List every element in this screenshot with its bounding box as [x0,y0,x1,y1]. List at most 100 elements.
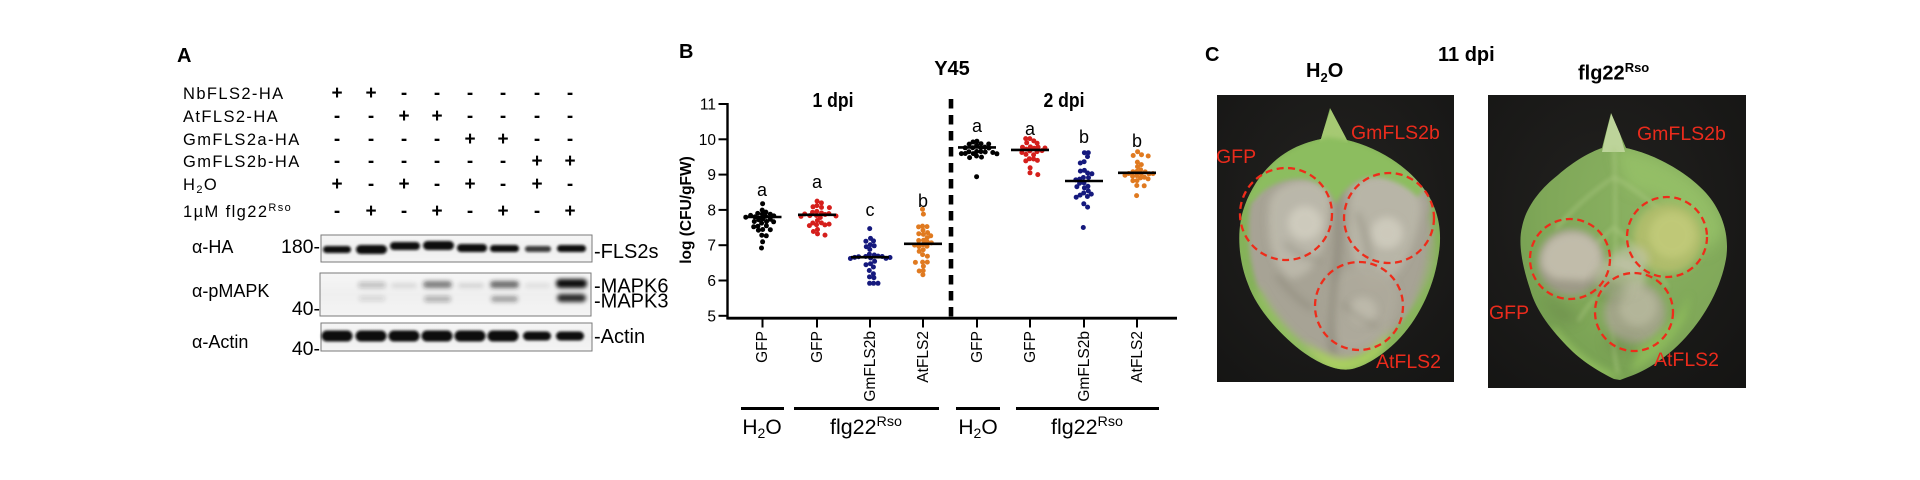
svg-text:b: b [918,191,928,211]
svg-text:AtFLS2: AtFLS2 [1129,331,1146,383]
svg-text:-FLS2s: -FLS2s [594,241,658,263]
svg-text:+: + [564,201,575,222]
svg-text:-Actin: -Actin [594,326,645,348]
svg-text:1 dpi: 1 dpi [813,90,854,112]
svg-text:-: - [334,151,340,172]
svg-text:-: - [534,83,540,104]
svg-text:-: - [500,106,506,127]
svg-text:-: - [534,106,540,127]
svg-text:A: A [177,45,191,67]
svg-text:+: + [398,174,409,195]
svg-text:-: - [401,83,407,104]
svg-text:log (CFU/gFW): log (CFU/gFW) [678,156,695,264]
svg-text:-: - [434,174,440,195]
svg-text:8: 8 [707,202,716,219]
svg-text:+: + [497,129,508,150]
svg-text:-: - [567,129,573,150]
svg-text:H2O: H2O [958,416,997,441]
svg-text:Y45: Y45 [934,58,970,80]
svg-text:flg22Rso: flg22Rso [830,413,902,439]
svg-text:+: + [497,201,508,222]
svg-text:GmFLS2a-HA: GmFLS2a-HA [183,131,301,149]
svg-text:-: - [401,129,407,150]
svg-text:-: - [534,201,540,222]
svg-text:-: - [567,106,573,127]
svg-text:180-: 180- [281,236,320,258]
svg-text:-: - [567,83,573,104]
svg-text:-: - [368,106,374,127]
svg-text:7: 7 [707,238,716,255]
svg-text:+: + [531,174,542,195]
svg-text:α-HA: α-HA [192,237,233,257]
svg-text:GmFLS2b: GmFLS2b [862,331,879,402]
svg-text:+: + [531,151,542,172]
svg-text:6: 6 [707,273,716,290]
svg-text:-: - [334,129,340,150]
svg-text:H2O: H2O [742,416,781,441]
svg-text:-: - [368,151,374,172]
svg-text:1µM flg22Rso: 1µM flg22Rso [183,202,292,221]
svg-text:GmFLS2b: GmFLS2b [1076,331,1093,402]
svg-text:c: c [866,200,875,220]
svg-text:9: 9 [707,167,716,184]
svg-text:40-: 40- [292,338,320,360]
svg-text:GmFLS2b: GmFLS2b [1637,123,1726,145]
svg-text:-: - [467,151,473,172]
svg-text:+: + [398,106,409,127]
svg-text:GmFLS2b-HA: GmFLS2b-HA [183,153,301,171]
svg-text:-: - [434,83,440,104]
svg-text:α-pMAPK: α-pMAPK [192,281,269,301]
svg-text:-: - [368,174,374,195]
svg-text:+: + [464,129,475,150]
svg-text:GFP: GFP [1489,302,1529,324]
svg-text:a: a [812,172,823,192]
svg-text:a: a [972,116,983,136]
svg-text:flg22Rso: flg22Rso [1051,413,1123,439]
svg-text:5: 5 [707,308,716,325]
svg-text:b: b [1132,131,1142,151]
svg-text:AtFLS2-HA: AtFLS2-HA [183,108,279,126]
svg-text:+: + [564,151,575,172]
svg-text:+: + [365,201,376,222]
svg-text:2 dpi: 2 dpi [1044,90,1085,112]
svg-text:-: - [434,151,440,172]
svg-text:GFP: GFP [809,331,826,363]
svg-text:a: a [757,180,768,200]
svg-text:-: - [368,129,374,150]
svg-text:-: - [467,83,473,104]
svg-text:-: - [434,129,440,150]
svg-text:α-Actin: α-Actin [192,332,248,352]
svg-text:+: + [331,83,342,104]
svg-text:GFP: GFP [1022,331,1039,363]
svg-text:-: - [534,129,540,150]
svg-text:+: + [431,201,442,222]
svg-text:GFP: GFP [969,331,986,363]
svg-text:11: 11 [700,97,716,114]
svg-text:+: + [365,83,376,104]
svg-text:H2O: H2O [183,176,218,196]
svg-text:GFP: GFP [1217,146,1256,168]
svg-text:-: - [500,83,506,104]
svg-text:GFP: GFP [754,331,771,363]
svg-text:40-: 40- [292,298,320,320]
svg-text:-MAPK3: -MAPK3 [594,291,668,313]
svg-text:B: B [679,41,693,63]
svg-text:-: - [334,201,340,222]
svg-text:NbFLS2-HA: NbFLS2-HA [183,85,285,103]
svg-text:-: - [401,151,407,172]
svg-text:AtFLS2: AtFLS2 [915,331,932,383]
svg-text:-: - [467,201,473,222]
svg-text:-: - [334,106,340,127]
svg-text:AtFLS2: AtFLS2 [1376,351,1441,373]
svg-text:GmFLS2b: GmFLS2b [1351,122,1440,144]
svg-text:+: + [331,174,342,195]
svg-text:AtFLS2: AtFLS2 [1654,349,1719,371]
svg-text:-: - [500,174,506,195]
svg-text:+: + [464,174,475,195]
svg-text:-: - [500,151,506,172]
svg-text:b: b [1079,127,1089,147]
svg-text:+: + [431,106,442,127]
svg-text:-MAPK6: -MAPK6 [594,276,668,298]
svg-text:a: a [1025,119,1036,139]
svg-text:-: - [567,174,573,195]
